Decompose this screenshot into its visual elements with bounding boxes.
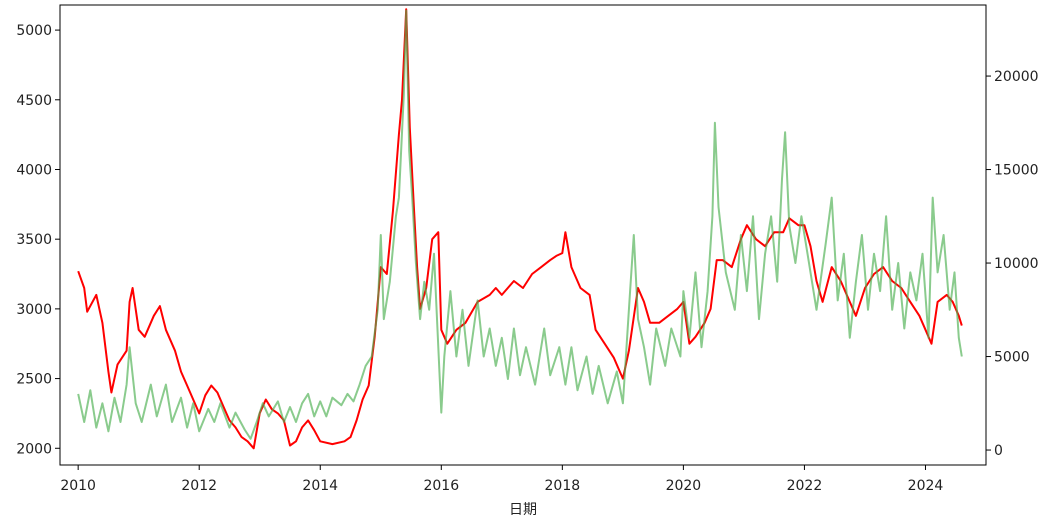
right-tick-label: 10000 bbox=[994, 256, 1039, 272]
right-tick-label: 15000 bbox=[994, 163, 1039, 179]
series-layer bbox=[77, 8, 963, 450]
left-tick-label: 2000 bbox=[16, 441, 52, 457]
left-y-axis: 2000 2500 3000 3500 4000 4500 5000 bbox=[16, 23, 60, 457]
left-tick-label: 3000 bbox=[16, 302, 52, 318]
x-tick-label: 2020 bbox=[666, 478, 702, 494]
red-series-line bbox=[77, 8, 963, 450]
x-tick-label: 2012 bbox=[181, 478, 217, 494]
x-tick-label: 2018 bbox=[545, 478, 581, 494]
x-tick-label: 2022 bbox=[787, 478, 823, 494]
green-series-line bbox=[77, 9, 963, 440]
right-y-axis: 0 5000 10000 15000 20000 bbox=[986, 69, 1039, 459]
left-tick-label: 4000 bbox=[16, 162, 52, 178]
right-tick-label: 20000 bbox=[994, 69, 1039, 85]
right-tick-label: 5000 bbox=[994, 350, 1030, 366]
plot-area-frame bbox=[59, 4, 987, 466]
x-tick-label: 2010 bbox=[60, 478, 96, 494]
right-tick-label: 0 bbox=[994, 443, 1003, 459]
left-tick-label: 5000 bbox=[16, 23, 52, 39]
x-axis: 2010 2012 2014 2016 2018 2020 2022 2024 bbox=[60, 465, 943, 494]
left-tick-label: 4500 bbox=[16, 93, 52, 109]
left-tick-label: 2500 bbox=[16, 372, 52, 388]
x-axis-label: 日期 bbox=[509, 502, 537, 518]
x-tick-label: 2024 bbox=[908, 478, 944, 494]
x-tick-label: 2014 bbox=[302, 478, 338, 494]
x-tick-label: 2016 bbox=[423, 478, 459, 494]
left-tick-label: 3500 bbox=[16, 232, 52, 248]
